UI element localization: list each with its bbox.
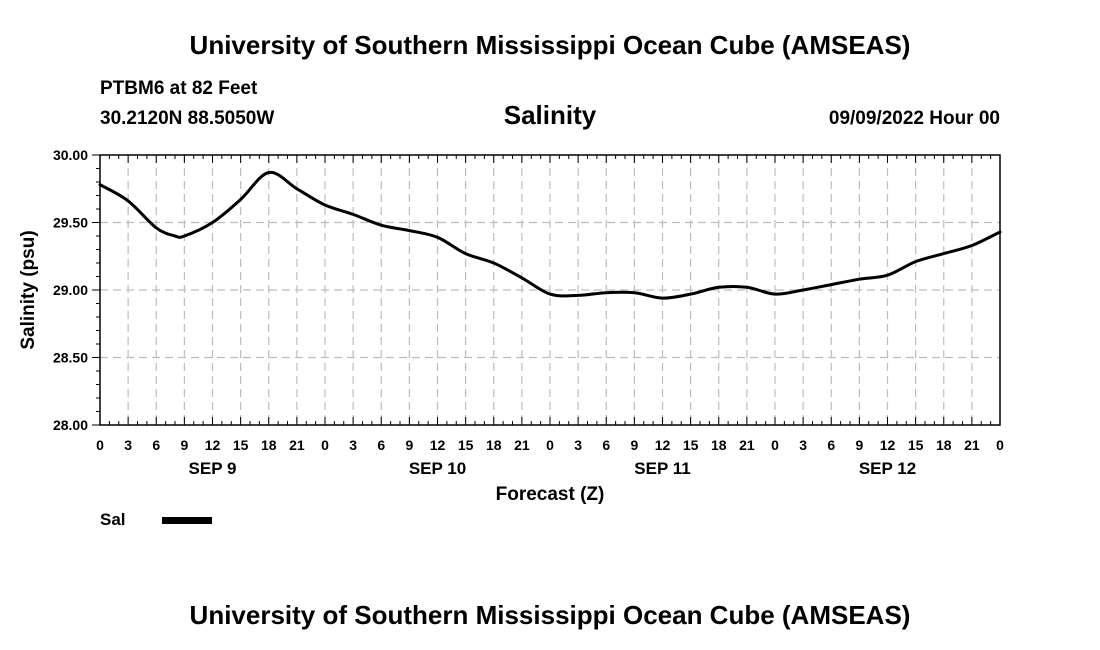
x-tick-label: 0 (546, 437, 554, 453)
forecast-datetime: 09/09/2022 Hour 00 (829, 108, 1000, 129)
station-coords: 30.2120N 88.5050W (100, 108, 274, 129)
legend-swatch (162, 517, 212, 524)
legend-label: Sal (100, 510, 126, 529)
y-axis-label: Salinity (psu) (18, 230, 39, 349)
salinity-line (98, 170, 1002, 300)
day-label: SEP 9 (189, 459, 237, 478)
x-tick-label: 6 (602, 437, 610, 453)
x-tick-label: 6 (377, 437, 385, 453)
y-tick-label: 29.00 (53, 282, 88, 298)
day-label: SEP 11 (634, 459, 690, 478)
x-tick-label: 12 (880, 437, 896, 453)
x-tick-label: 21 (964, 437, 980, 453)
x-tick-label: 0 (321, 437, 329, 453)
x-tick-label: 9 (405, 437, 413, 453)
x-tick-label: 21 (289, 437, 305, 453)
footer-title: University of Southern Mississippi Ocean… (190, 600, 911, 630)
x-tick-label: 3 (124, 437, 132, 453)
y-axis-tick-labels: 28.00 28.50 29.00 29.50 30.00 (53, 147, 88, 433)
y-tick-label: 28.00 (53, 417, 88, 433)
x-tick-label: 15 (233, 437, 249, 453)
x-tick-label: 6 (152, 437, 160, 453)
y-tick-label: 30.00 (53, 147, 88, 163)
x-tick-label: 3 (574, 437, 582, 453)
plot-frame (99, 154, 1001, 426)
x-axis-label: Forecast (Z) (496, 484, 605, 505)
chart-title: Salinity (504, 100, 597, 130)
x-tick-label: 12 (430, 437, 446, 453)
x-axis-tick-labels: 0 3 6 9 12 15 18 21 0 3 6 9 12 15 18 21 0 3 6 9 12 15 18 21 0 3 6 9… (96, 437, 1004, 453)
x-tick-label: 18 (711, 437, 727, 453)
x-tick-label: 18 (261, 437, 277, 453)
grid-lines (100, 155, 1000, 425)
x-tick-label: 0 (96, 437, 104, 453)
x-tick-label: 9 (630, 437, 638, 453)
day-label: SEP 10 (409, 459, 466, 478)
x-tick-label: 9 (855, 437, 863, 453)
day-label: SEP 12 (859, 459, 916, 478)
x-tick-label: 9 (180, 437, 188, 453)
x-tick-label: 12 (205, 437, 221, 453)
x-tick-label: 0 (771, 437, 779, 453)
x-tick-label: 18 (936, 437, 952, 453)
y-axis-ticks (92, 154, 100, 426)
x-tick-label: 18 (486, 437, 502, 453)
x-tick-label: 12 (655, 437, 671, 453)
x-axis-day-labels: SEP 9 SEP 10 SEP 11 SEP 12 (189, 459, 917, 478)
y-tick-label: 29.50 (53, 215, 88, 231)
page-title: University of Southern Mississippi Ocean… (190, 30, 911, 60)
x-tick-label: 15 (683, 437, 699, 453)
y-tick-label: 28.50 (53, 350, 88, 366)
x-tick-label: 21 (514, 437, 530, 453)
x-tick-label: 21 (739, 437, 755, 453)
x-tick-label: 15 (458, 437, 474, 453)
station-label: PTBM6 at 82 Feet (100, 78, 258, 99)
x-tick-label: 3 (799, 437, 807, 453)
x-tick-label: 15 (908, 437, 924, 453)
x-tick-label: 3 (349, 437, 357, 453)
x-tick-label: 0 (996, 437, 1004, 453)
x-tick-label: 6 (827, 437, 835, 453)
